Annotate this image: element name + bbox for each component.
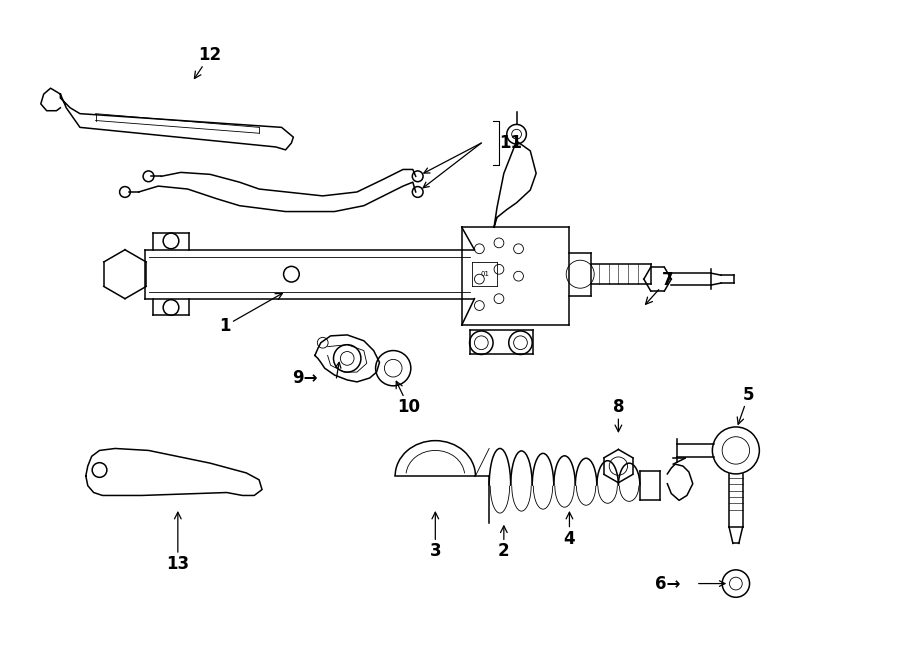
Text: 3: 3 [429,512,441,561]
Text: 6→: 6→ [654,574,680,592]
Text: 5: 5 [737,385,754,424]
Text: 8: 8 [613,399,624,432]
Text: 9→: 9→ [292,369,318,387]
Text: 2: 2 [498,526,509,561]
Text: 11: 11 [499,134,522,152]
Text: 7: 7 [645,271,673,304]
Text: 4: 4 [563,512,575,547]
Text: 1: 1 [219,293,283,335]
Text: 12: 12 [194,46,221,79]
Text: 10: 10 [396,381,420,416]
Text: 01: 01 [481,271,490,277]
Text: 13: 13 [166,512,189,573]
